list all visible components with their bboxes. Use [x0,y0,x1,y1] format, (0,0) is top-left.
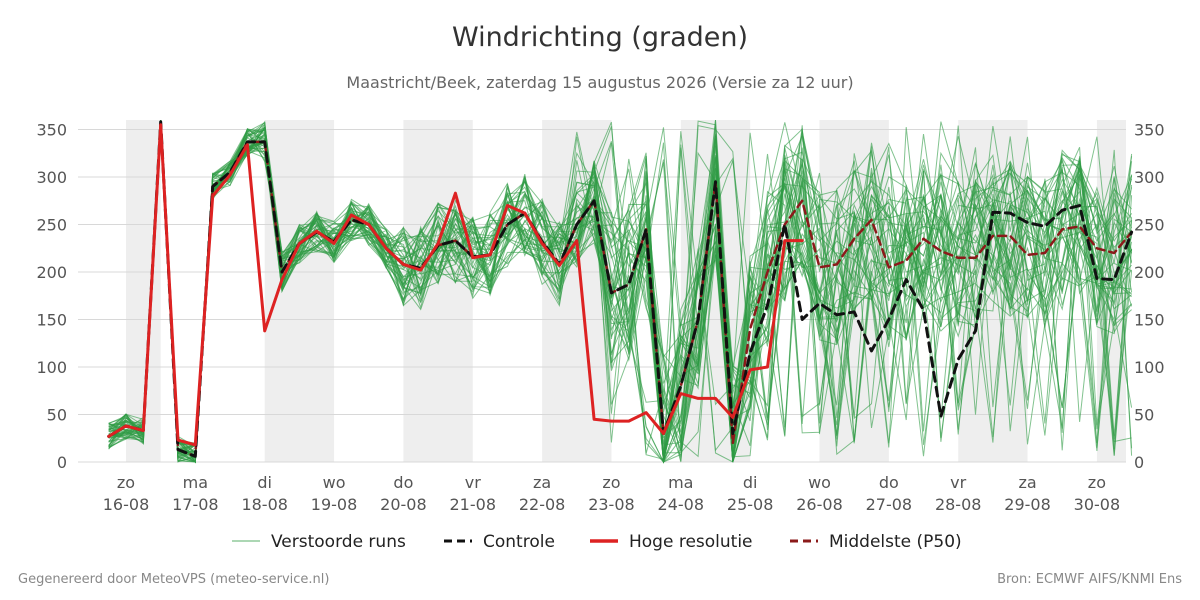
x-tick-date: 16-08 [103,495,150,514]
legend-label: Controle [483,532,555,552]
x-tick-day: zo [117,473,135,492]
y-tick-label-right: 50 [1134,406,1154,425]
x-tick-date: 28-08 [935,495,982,514]
x-tick-date: 23-08 [588,495,635,514]
y-tick-label-right: 350 [1134,121,1165,140]
y-tick-label-left: 300 [36,168,67,187]
legend-label: Middelste (P50) [829,532,962,552]
legend-label: Verstoorde runs [271,532,406,552]
x-tick-day: zo [602,473,620,492]
y-tick-label-left: 50 [47,406,67,425]
night-band [264,120,335,462]
y-tick-label-left: 250 [36,216,67,235]
y-tick-label-right: 250 [1134,216,1165,235]
y-tick-label-right: 300 [1134,168,1165,187]
x-tick-day: zo [1088,473,1106,492]
footer-source: Bron: ECMWF AIFS/KNMI Ens [997,572,1182,587]
main-series-lines [107,120,1134,458]
x-axis: zo 16-08 ma 17-08 di 18-08 wo 19-08 do 20-08 vr 21-… [103,473,1120,514]
chart-subtitle: Maastricht/Beek, zaterdag 15 augustus 20… [346,73,854,92]
x-tick-day: di [257,473,272,492]
legend: Verstoorde runs Controle Hoge resolutie Mid… [232,532,962,552]
x-tick-day: ma [668,473,693,492]
x-tick-day: di [743,473,758,492]
footer-generator: Gegenereerd door MeteoVPS (meteo-service… [18,572,330,587]
x-tick-date: 18-08 [241,495,288,514]
x-tick-day: ma [183,473,208,492]
y-tick-label-right: 150 [1134,311,1165,330]
x-tick-day: vr [950,473,966,492]
x-tick-day: wo [323,473,346,492]
ensemble-member-line [108,119,1132,463]
x-tick-date: 27-08 [866,495,913,514]
x-tick-date: 26-08 [796,495,843,514]
y-tick-label-left: 200 [36,263,67,282]
y-axis-left: 0 50 100 150 200 250 300 350 [36,121,67,473]
x-tick-day: wo [808,473,831,492]
y-tick-label-left: 150 [36,311,67,330]
y-tick-label-left: 0 [57,453,67,472]
x-tick-day: do [879,473,899,492]
x-tick-date: 22-08 [519,495,566,514]
x-tick-date: 29-08 [1004,495,1051,514]
y-tick-label-left: 100 [36,358,67,377]
x-tick-day: do [393,473,413,492]
chart-title: Windrichting (graden) [451,22,749,53]
x-tick-date: 17-08 [172,495,219,514]
series-line-controle [107,120,1134,458]
y-tick-label-right: 100 [1134,358,1165,377]
x-tick-day: za [533,473,551,492]
x-tick-date: 21-08 [450,495,497,514]
y-axis-right: 0 50 100 150 200 250 300 350 [1134,121,1165,473]
x-tick-date: 30-08 [1074,495,1121,514]
x-tick-date: 20-08 [380,495,427,514]
y-tick-label-right: 0 [1134,453,1144,472]
legend-label: Hoge resolutie [629,532,753,552]
ensemble-member-line [108,133,1132,464]
x-tick-date: 24-08 [658,495,705,514]
x-tick-day: vr [465,473,481,492]
series-line-hoge-resolutie [107,123,804,447]
y-tick-label-right: 200 [1134,263,1165,282]
y-tick-label-left: 350 [36,121,67,140]
x-tick-date: 25-08 [727,495,774,514]
x-tick-date: 19-08 [311,495,358,514]
ensemble-member-line [108,123,1133,463]
x-tick-day: za [1018,473,1036,492]
